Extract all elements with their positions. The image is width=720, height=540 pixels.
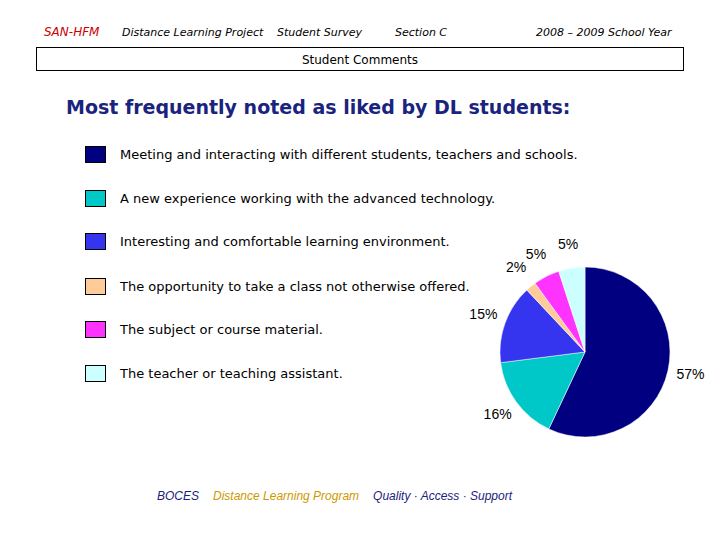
svg-text:2%: 2% [506, 259, 526, 275]
html-text:The teacher or teaching assist: The teacher or teaching assistant. [120, 366, 343, 381]
svg-text:16%: 16% [484, 406, 512, 422]
html-text:Meeting and interacting with d: Meeting and interacting with different s… [120, 147, 578, 162]
svg-text:57%: 57% [676, 366, 704, 382]
svg-text:5%: 5% [526, 246, 546, 262]
html-text:2008 – 2009 School Year: 2008 – 2009 School Year [536, 26, 672, 39]
html-text:Most frequently noted as liked: Most frequently noted as liked by DL stu… [66, 96, 571, 118]
html-text:Student Comments: Student Comments [301, 53, 418, 67]
html-text:Student Survey: Student Survey [277, 26, 363, 39]
html-text:Interesting and comfortable le: Interesting and comfortable learning env… [120, 234, 450, 249]
html-text:Quality · Access · Support: Quality · Access · Support [373, 489, 512, 503]
html-text:Distance Learning Project: Distance Learning Project [122, 26, 264, 39]
html-text:BOCES: BOCES [157, 489, 199, 503]
html-text:The subject or course material: The subject or course material. [120, 322, 323, 337]
svg-text:15%: 15% [469, 306, 497, 322]
html-text:Section C: Section C [395, 26, 447, 39]
svg-text:5%: 5% [558, 236, 578, 252]
html-text:Distance Learning Program: Distance Learning Program [213, 489, 360, 503]
html-text:A new experience working with: A new experience working with the advanc… [120, 191, 496, 206]
html-text:The opportunity to take a clas: The opportunity to take a class not othe… [120, 279, 470, 294]
html-text:SAN-HFM: SAN-HFM [44, 25, 100, 39]
